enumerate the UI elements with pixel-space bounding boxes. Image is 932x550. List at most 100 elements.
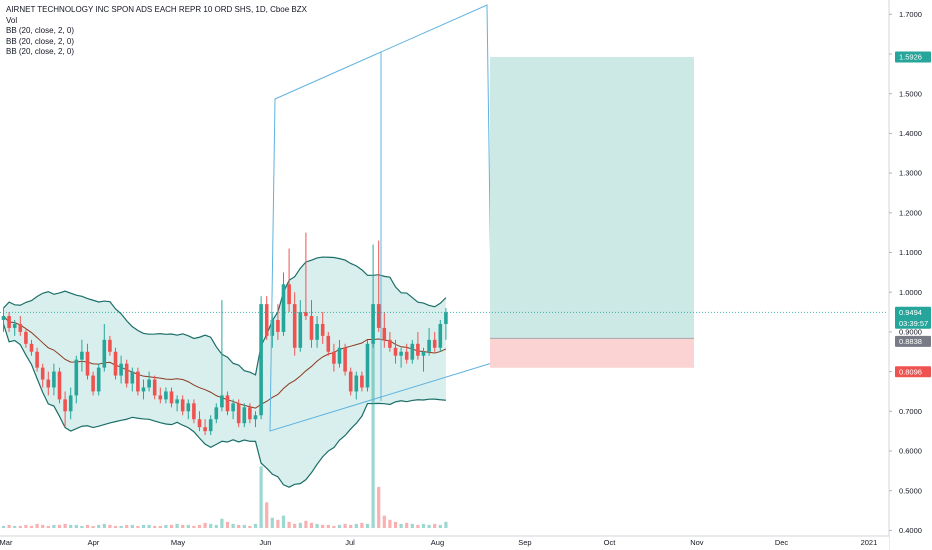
candle-body	[326, 335, 331, 352]
stop-badge-bg	[895, 366, 931, 378]
volume-bar	[164, 524, 168, 528]
volume-bar	[371, 343, 375, 528]
candle-body	[158, 395, 163, 400]
stop-badge: 0.8096	[895, 366, 931, 378]
time-tick-label: Jul	[345, 538, 355, 547]
candle-body	[410, 343, 415, 360]
legend-bb-1[interactable]: BB (20, close, 2, 0)	[6, 26, 75, 35]
candle	[236, 399, 241, 428]
long-position-tool[interactable]	[0, 56, 888, 368]
time-tick-label: Sep	[518, 538, 531, 547]
candle-body	[68, 395, 73, 412]
target-badge-label: 1.5926	[899, 53, 922, 62]
target-badge: 1.5926	[895, 51, 931, 63]
time-axis[interactable]: Mar Apr May Jun Jul Aug Sep Oct Nov Dec 2021	[0, 535, 889, 550]
candle-body	[270, 319, 275, 336]
candle	[281, 272, 286, 336]
candle	[225, 391, 230, 416]
candle	[444, 308, 448, 340]
candle-body	[1, 316, 6, 320]
candle	[197, 411, 202, 432]
candle-body	[287, 284, 291, 305]
volume-bar	[377, 486, 381, 528]
candle	[399, 347, 403, 368]
volume-bar	[80, 525, 84, 528]
volume-bar	[1, 525, 6, 528]
entry-badge-label: 0.8838	[899, 337, 922, 346]
candle	[416, 331, 420, 360]
volume-bar	[203, 522, 207, 528]
volume-bar	[197, 524, 202, 528]
volume-bar	[231, 523, 235, 528]
volume-bar	[365, 523, 370, 528]
countdown-label: 03:39:57	[899, 319, 928, 328]
candle-body	[52, 371, 56, 388]
price-axis[interactable]: 1.70001.60001.50001.40001.30001.20001.10…	[888, 0, 932, 550]
candle-body	[242, 407, 247, 424]
candle	[421, 347, 426, 372]
candle	[186, 399, 191, 420]
candle-body	[85, 351, 90, 376]
candle	[169, 387, 174, 408]
candle-body	[192, 403, 196, 420]
price-tick-label: 0.5000	[899, 486, 922, 495]
candle	[35, 347, 39, 372]
band-lower-line	[2, 323, 446, 488]
chart-legend: AIRNET TECHNOLOGY INC SPON ADS EACH REPR…	[6, 5, 307, 58]
candle	[320, 312, 325, 344]
candle	[231, 399, 235, 420]
volume-bar	[281, 515, 286, 528]
candle	[52, 363, 56, 396]
candle	[315, 316, 319, 348]
entry-badge: 0.8838	[895, 335, 931, 347]
candle-body	[236, 403, 241, 424]
legend-bb-3[interactable]: BB (20, close, 2, 0)	[6, 47, 75, 56]
candle	[203, 419, 207, 436]
candle	[371, 244, 375, 348]
volume-bar	[304, 520, 308, 528]
volume-bar	[214, 524, 218, 528]
candle	[63, 391, 67, 428]
candle	[427, 327, 431, 356]
volume-bar	[410, 523, 414, 528]
candle-body	[46, 379, 51, 388]
candle	[253, 411, 258, 428]
symbol-title[interactable]: AIRNET TECHNOLOGY INC SPON ADS EACH REPR…	[6, 5, 307, 14]
volume-bar	[125, 524, 129, 528]
volume-bars	[1, 343, 448, 528]
volume-bar	[181, 524, 185, 528]
target-badge-bg	[895, 51, 931, 63]
candle-body	[371, 304, 375, 344]
price-tick-label: 0.4000	[899, 526, 922, 535]
volume-bar	[74, 524, 78, 528]
volume-bar	[293, 523, 297, 528]
candle-body	[388, 339, 392, 348]
entry-badge-bg	[895, 335, 931, 347]
legend-vol[interactable]: Vol	[6, 15, 18, 25]
volume-bar	[119, 525, 123, 528]
price-tick-label: 0.7000	[899, 407, 922, 416]
price-tick-label: 1.3000	[899, 169, 922, 178]
band-upper-line	[3, 256, 447, 376]
candle-body	[80, 351, 84, 360]
volume-bar	[270, 517, 274, 528]
time-axis-bg	[0, 536, 889, 550]
candle	[220, 300, 224, 412]
volume-bar	[326, 524, 330, 528]
candle	[208, 415, 213, 436]
volume-bar	[46, 525, 50, 528]
candle-body	[203, 427, 207, 432]
legend-bb-2[interactable]: BB (20, close, 2, 0)	[6, 36, 75, 46]
candle	[270, 312, 275, 348]
price-tick-label: 0.6000	[899, 447, 922, 456]
volume-bar	[298, 522, 302, 528]
volume-bar	[108, 524, 112, 528]
candle	[248, 403, 252, 424]
volume-bar	[421, 523, 426, 528]
volume-bar	[321, 524, 325, 528]
candle-body	[130, 371, 135, 384]
candle	[404, 343, 409, 364]
candle	[214, 403, 219, 424]
